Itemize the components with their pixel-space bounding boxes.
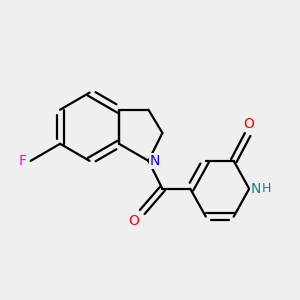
Text: N: N (150, 154, 160, 168)
Text: O: O (128, 214, 139, 227)
Text: N: N (251, 182, 261, 196)
Text: H: H (262, 182, 272, 195)
Text: F: F (19, 154, 27, 168)
Text: O: O (244, 117, 255, 131)
